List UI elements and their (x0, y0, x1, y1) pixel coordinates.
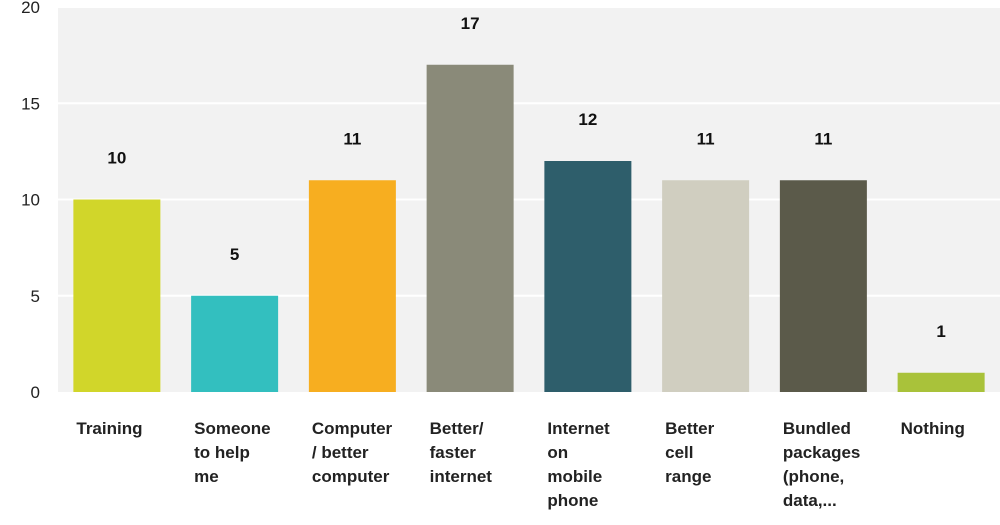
y-axis: 0 5 10 15 20 (21, 0, 40, 402)
x-tick-label: Better/faster internet (430, 419, 493, 486)
x-tick-label: Nothing (901, 419, 965, 438)
bars (73, 64, 985, 392)
x-tick-label: Computer / better computer (312, 419, 393, 486)
data-label: 17 (461, 14, 480, 33)
x-tick-label: Better cell range (665, 419, 715, 486)
bar (779, 180, 867, 392)
data-label: 5 (230, 245, 239, 264)
bar (897, 372, 985, 392)
x-tick-label: Bundled packages (phone, data,... (783, 419, 861, 510)
x-tick-label: Internet on mobile phone (547, 419, 610, 510)
y-tick-label: 15 (21, 94, 40, 113)
y-tick-label: 10 (21, 191, 40, 210)
y-tick-label: 0 (31, 383, 40, 402)
x-axis: Training Someone to help me Computer / better… (76, 419, 964, 510)
y-tick-label: 5 (31, 287, 40, 306)
bar (426, 64, 514, 392)
data-label: 10 (107, 149, 126, 168)
y-tick-label: 20 (21, 0, 40, 17)
data-label: 1 (936, 322, 945, 341)
bar (662, 180, 750, 392)
bar (73, 199, 161, 392)
bar (308, 180, 396, 392)
x-tick-label: Training (76, 419, 142, 438)
data-label: 12 (578, 110, 597, 129)
data-label: 11 (814, 129, 832, 148)
data-label: 11 (697, 129, 715, 148)
x-tick-label: Someone to help me (194, 419, 271, 486)
data-label: 11 (343, 129, 361, 148)
bar (191, 295, 279, 392)
bar (544, 161, 632, 392)
